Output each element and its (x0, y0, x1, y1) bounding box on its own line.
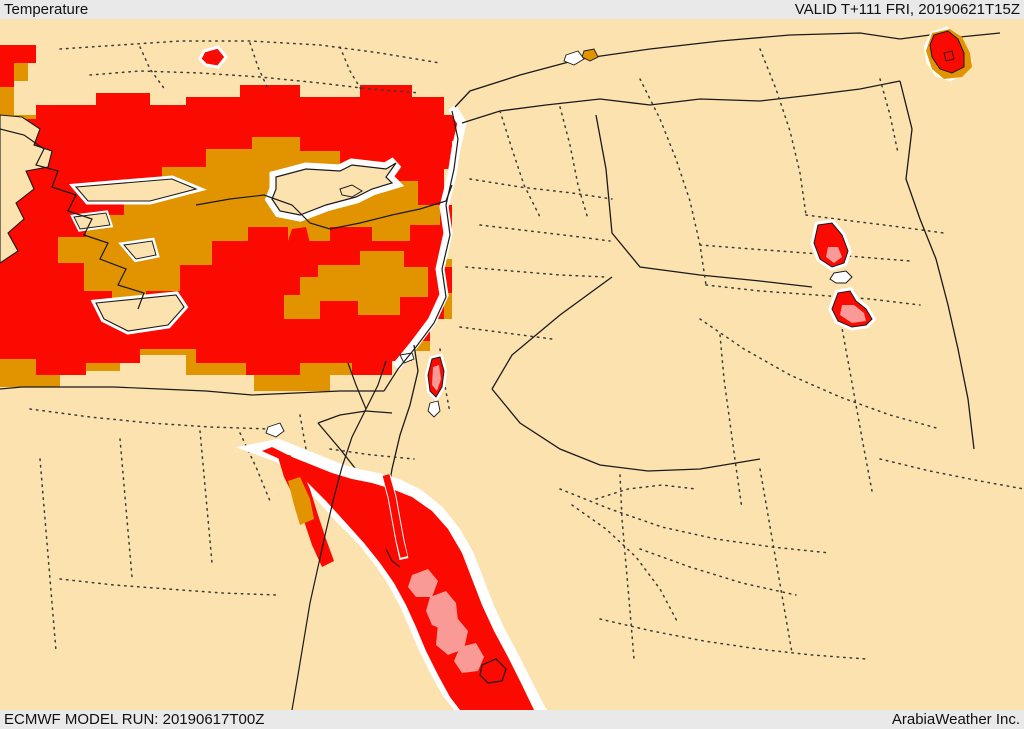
contour-band-red-redsea-main (262, 447, 534, 710)
admin-line-turkey-4 (249, 42, 269, 90)
admin-line-egypt-1 (29, 408, 271, 430)
contour-band-orange-pocket-levant (284, 251, 428, 319)
admin-line-saudi-5 (879, 458, 1024, 490)
admin-line-sinai-1 (329, 448, 415, 460)
admin-line-iraq-3 (699, 244, 911, 262)
coast-turkey-west (0, 128, 145, 310)
lake-habbaniyah (829, 270, 853, 284)
admin-line-jordan-2 (459, 326, 553, 340)
lake-tharthar-fill-pink (826, 247, 842, 263)
cyprus-internal-line (339, 184, 363, 198)
admin-line-syria-5 (465, 266, 607, 278)
admin-line-turkey-1 (59, 40, 441, 64)
cyprus-group (264, 157, 405, 222)
footer-bar: ECMWF MODEL RUN: 20190617T00Z ArabiaWeat… (0, 710, 1024, 729)
contour-band-red-gulf-of-aqaba (382, 474, 408, 558)
lake-qattara-depression (265, 422, 285, 438)
contour-band-orange-gulf-of-suez (288, 477, 314, 525)
redsea-coast-detail-line (385, 548, 401, 568)
admin-line-egypt-6 (239, 432, 271, 502)
nile-delta-branch-2 (347, 362, 367, 410)
contour-mark-red-adana (398, 101, 422, 119)
turkey-coastline-group (0, 110, 459, 396)
nile-river (291, 408, 367, 710)
admin-line-egypt-4 (199, 430, 213, 564)
island-cyprus (271, 162, 397, 216)
border-iraq-iran (899, 80, 975, 450)
provider-label: ArabiaWeather Inc. (891, 711, 1020, 728)
admin-line-saudi-3 (759, 468, 793, 654)
admin-line-redsea-east-1 (571, 504, 679, 624)
small-coastal-marks-group (64, 101, 422, 249)
nile-delta-branch (365, 360, 387, 410)
admin-line-turkey-3 (139, 46, 167, 92)
admin-line-iraq-2 (705, 284, 921, 306)
red-sea-contour-group (235, 438, 547, 710)
admin-line-iraq-1 (639, 78, 707, 286)
redsea-island-detail (479, 658, 507, 684)
island-crete-outline (95, 294, 185, 332)
admin-line-iraq-8 (879, 78, 899, 154)
contour-band-red-mediterranean (0, 45, 36, 87)
border-jordan-saudi (491, 388, 761, 472)
header-bar: Temperature VALID T+111 FRI, 20190621T15… (0, 0, 1024, 19)
admin-line-turkey-5 (339, 46, 363, 92)
contour-band-red-caucasus (198, 45, 228, 69)
admin-line-iraq-4 (759, 48, 807, 216)
island-evia-outline (74, 178, 198, 202)
contour-mark-red-antalya (288, 227, 310, 249)
border-turkey-syria-south (461, 80, 901, 124)
contour-band-pink-redsea-1 (408, 569, 438, 597)
temperature-contour-map (0, 19, 1024, 710)
admin-line-turkey-2 (89, 70, 421, 94)
nile-group (291, 360, 387, 710)
greek-mainland-coast (0, 114, 53, 264)
border-egypt-sinai-north (317, 410, 393, 424)
island-rhodes-outline (123, 240, 157, 260)
admin-borders-group (29, 40, 1024, 660)
admin-line-syria-1 (499, 110, 541, 218)
page-title: Temperature (4, 1, 89, 18)
valid-time-label: VALID T+111 FRI, 20190621T15Z (794, 1, 1020, 18)
border-syria-jordan (491, 276, 613, 390)
island-group-cyclades-outline (73, 212, 111, 230)
admin-line-saudi-1 (559, 488, 831, 554)
border-turkey-syria (454, 32, 901, 108)
coast-turkey-south (195, 184, 453, 230)
admin-line-egypt-2 (39, 458, 57, 652)
lake-urmia-detail (943, 50, 955, 62)
admin-line-iraq-9 (805, 214, 945, 234)
dead-sea-southern-basin (427, 400, 441, 418)
map-canvas[interactable] (0, 19, 1024, 710)
admin-line-redsea-east-2 (595, 484, 697, 500)
lake-small-turkey (581, 48, 599, 62)
admin-line-iraq-5 (699, 318, 941, 430)
caucasus-hotspot-group (198, 45, 228, 69)
model-run-label: ECMWF MODEL RUN: 20190617T00Z (4, 711, 265, 728)
inland-water-bodies-group (265, 26, 973, 438)
dead-sea-fill-pink (432, 365, 441, 391)
admin-line-syria-3 (469, 178, 613, 200)
aegean-islands-group (0, 114, 207, 335)
contour-mark-red-aegean-1 (64, 169, 82, 181)
national-borders-group (317, 32, 1001, 506)
contour-band-pink-redsea-3 (436, 619, 468, 655)
border-syria-iraq (595, 114, 813, 288)
admin-line-syria-2 (559, 106, 589, 220)
lake-razzaza-fill-pink (840, 305, 866, 323)
contour-band-pink-redsea-4 (454, 643, 484, 673)
coast-levant (383, 110, 459, 392)
coast-egypt-north (0, 386, 384, 396)
border-israel-jordan (385, 344, 419, 506)
admin-line-sinai-2 (299, 414, 313, 482)
admin-line-saudi-6 (639, 548, 797, 596)
lake-small-turkey-2 (563, 50, 585, 66)
